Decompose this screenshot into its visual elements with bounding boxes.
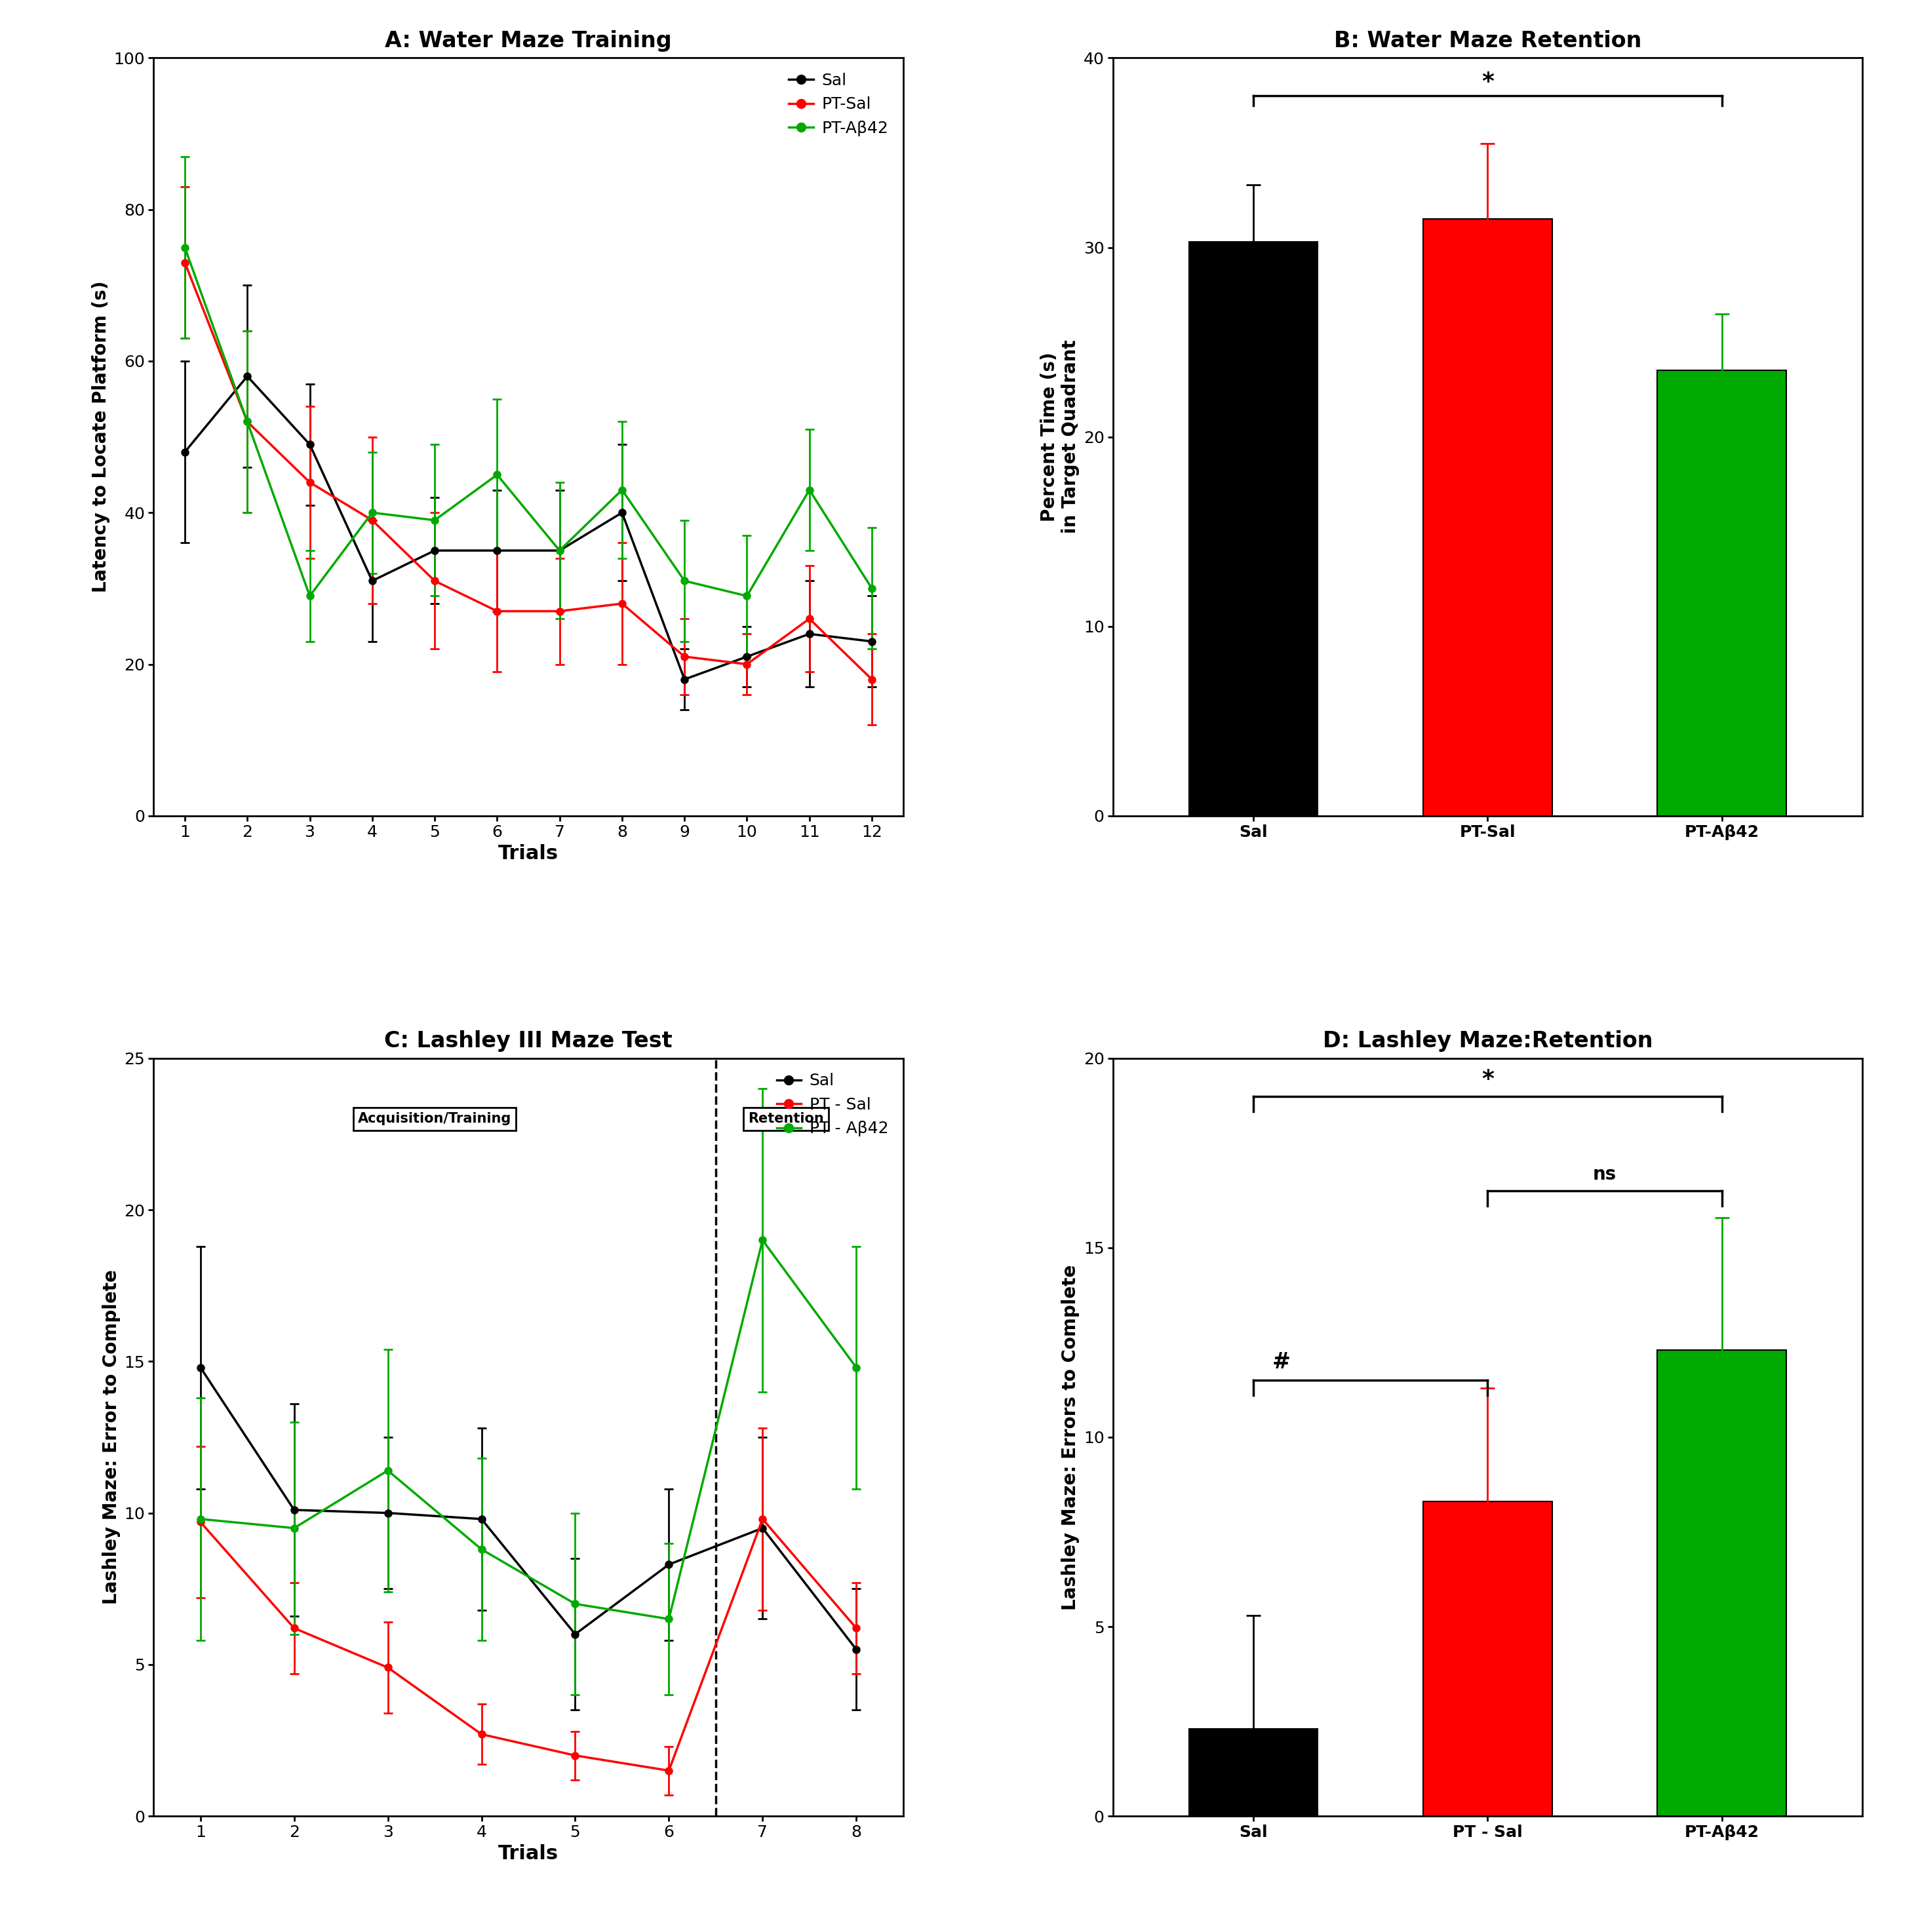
Title: C: Lashley III Maze Test: C: Lashley III Maze Test xyxy=(384,1030,672,1051)
Y-axis label: Lashley Maze: Error to Complete: Lashley Maze: Error to Complete xyxy=(102,1269,121,1605)
X-axis label: Trials: Trials xyxy=(497,1845,559,1862)
Text: *: * xyxy=(1482,1068,1494,1090)
Y-axis label: Latency to Locate Platform (s): Latency to Locate Platform (s) xyxy=(92,280,109,593)
Bar xyxy=(1188,242,1317,815)
Bar xyxy=(1423,1501,1551,1816)
Text: Acquisition/Training: Acquisition/Training xyxy=(357,1113,511,1126)
Legend: Sal, PT - Sal, PT - Aβ42: Sal, PT - Sal, PT - Aβ42 xyxy=(770,1066,895,1144)
Y-axis label: Percent Time (s)
in Target Quadrant: Percent Time (s) in Target Quadrant xyxy=(1041,340,1079,533)
Legend: Sal, PT-Sal, PT-Aβ42: Sal, PT-Sal, PT-Aβ42 xyxy=(781,66,895,143)
Title: A: Water Maze Training: A: Water Maze Training xyxy=(384,31,672,52)
Text: ns: ns xyxy=(1594,1165,1617,1182)
Text: #: # xyxy=(1273,1350,1290,1374)
Bar xyxy=(1188,1729,1317,1816)
Bar xyxy=(1423,218,1551,815)
Title: D: Lashley Maze:Retention: D: Lashley Maze:Retention xyxy=(1323,1030,1653,1051)
Text: *: * xyxy=(1482,71,1494,93)
X-axis label: Trials: Trials xyxy=(497,844,559,864)
Title: B: Water Maze Retention: B: Water Maze Retention xyxy=(1334,31,1642,52)
Text: Retention: Retention xyxy=(749,1113,824,1126)
Bar xyxy=(1657,1350,1786,1816)
Y-axis label: Lashley Maze: Errors to Complete: Lashley Maze: Errors to Complete xyxy=(1062,1264,1079,1609)
Bar xyxy=(1657,371,1786,815)
